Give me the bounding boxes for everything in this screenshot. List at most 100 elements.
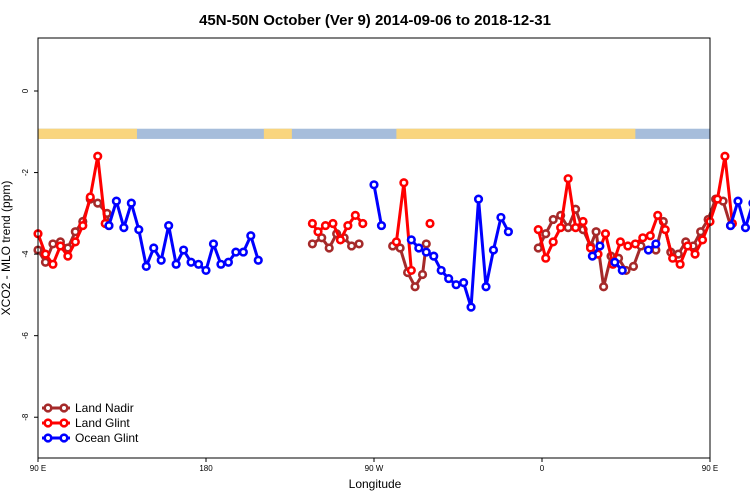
data-point (410, 282, 420, 292)
x-axis: 90 E 180 90 W 0 90 E (30, 458, 718, 473)
legend-label: Land Nadir (75, 401, 134, 415)
data-point (733, 196, 743, 206)
legend-swatch-marker (43, 403, 53, 413)
data-point (253, 255, 263, 265)
data-point (653, 210, 663, 220)
x-tick-label: 90 E (30, 464, 46, 473)
data-point (682, 241, 693, 251)
data-point (156, 255, 166, 265)
data-point (630, 239, 640, 249)
legend-swatch-marker (43, 418, 53, 428)
data-point (40, 249, 51, 259)
data-point (623, 241, 633, 251)
y-axis-label: XCO2 - MLO trend (ppm) (0, 181, 13, 316)
data-point (638, 233, 648, 243)
data-point (429, 251, 439, 261)
data-point (697, 235, 708, 245)
data-point (350, 210, 360, 220)
data-point (725, 220, 736, 231)
data-point (48, 259, 58, 269)
data-point (436, 265, 446, 276)
data-point (186, 257, 196, 267)
data-point (615, 237, 626, 247)
data-point (628, 261, 639, 271)
data-point (673, 249, 683, 259)
y-axis: 0 -2 -4 -6 -8 (21, 88, 38, 421)
data-point (399, 178, 409, 188)
data-point (444, 273, 454, 284)
data-point (354, 239, 364, 249)
data-point (55, 241, 66, 251)
data-point (111, 196, 121, 206)
x-tick-label: 90 W (365, 464, 384, 473)
data-point (126, 198, 136, 208)
data-point (320, 220, 331, 231)
data-point (358, 218, 368, 229)
data-point (376, 220, 387, 231)
legend-swatch-marker (59, 433, 69, 443)
y-tick-label: -8 (21, 413, 30, 421)
data-point (93, 198, 103, 208)
x-tick-label: 180 (199, 464, 213, 473)
data-point (541, 229, 551, 239)
surface-type-band (38, 128, 710, 139)
data-point (63, 251, 73, 261)
data-point (164, 220, 174, 231)
series-line (372, 184, 383, 226)
data-point (307, 218, 318, 229)
data-point (406, 265, 416, 276)
series-line (36, 154, 107, 266)
data-point (231, 247, 241, 257)
data-point (171, 259, 181, 269)
data-point (591, 227, 601, 237)
data-point (578, 216, 588, 227)
data-point (690, 249, 700, 259)
legend-item-land-nadir: Land Nadir (42, 401, 134, 415)
data-point (617, 265, 627, 276)
legend-label: Land Glint (75, 416, 130, 430)
land-band (396, 128, 636, 139)
x-tick-label: 90 E (702, 464, 718, 473)
x-axis-label: Longitude (349, 477, 402, 491)
data-point (328, 218, 338, 229)
series-line (729, 199, 750, 230)
data-point (496, 212, 506, 223)
data-point (473, 194, 484, 204)
y-tick-label: 0 (21, 88, 30, 93)
data-point (141, 261, 151, 271)
data-point (668, 253, 678, 263)
data-point (425, 218, 435, 229)
chart-title: 45N-50N October (Ver 9) 2014-09-06 to 20… (199, 12, 551, 29)
data-point (563, 174, 573, 184)
data-point (48, 239, 58, 249)
data-point (40, 257, 51, 267)
data-point (317, 233, 327, 243)
legend-swatch-marker (59, 418, 69, 428)
legend-label: Ocean Glint (75, 431, 139, 445)
data-point (598, 282, 609, 292)
legend-item-ocean-glint: Ocean Glint (42, 431, 139, 445)
data-point (335, 235, 346, 245)
data-point (347, 241, 357, 251)
data-point (651, 239, 661, 249)
data-point (556, 223, 566, 233)
data-point (78, 220, 88, 231)
data-point (223, 257, 233, 267)
data-point (307, 239, 318, 249)
data-point (421, 247, 431, 257)
series-line (107, 199, 260, 272)
data-point (712, 194, 723, 204)
data-point (585, 243, 596, 253)
data-point (119, 223, 129, 233)
data-point (93, 151, 103, 161)
data-point (466, 302, 476, 312)
data-point (149, 243, 159, 253)
data-point (343, 220, 353, 231)
data-point (216, 259, 226, 269)
legend-item-land-glint: Land Glint (42, 416, 130, 430)
data-point (421, 239, 431, 249)
data-point (246, 231, 256, 241)
data-point (406, 235, 416, 245)
legend-swatch-marker (43, 433, 53, 443)
data-point (391, 237, 402, 247)
